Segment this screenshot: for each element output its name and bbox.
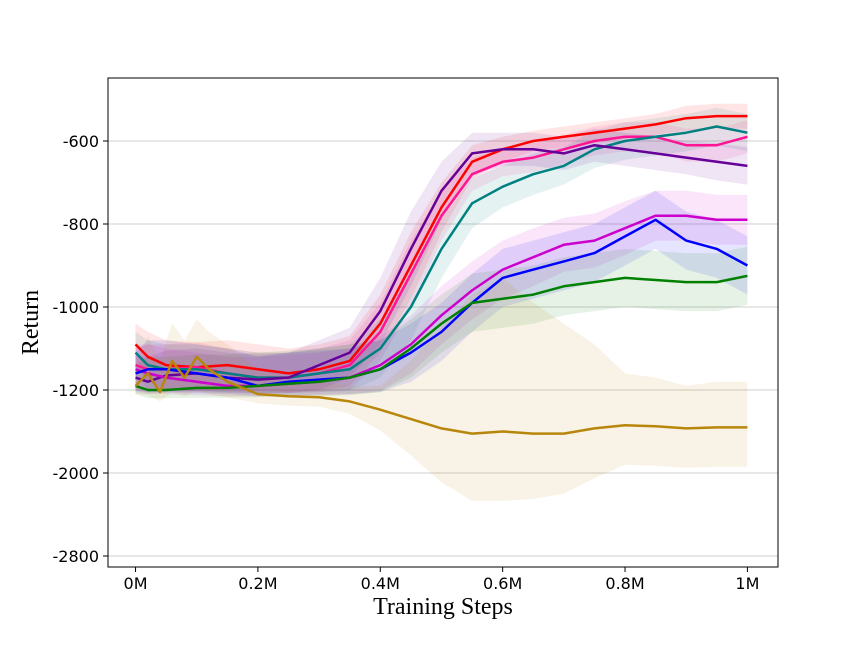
x-tick-label: 0.8M — [605, 574, 644, 593]
y-tick-label: -2800 — [53, 547, 100, 566]
confidence-bands — [135, 103, 748, 501]
y-axis-title: Return — [18, 290, 44, 355]
y-tick-label: -2000 — [53, 464, 100, 483]
x-tick-label: 0.2M — [238, 574, 277, 593]
series-1-line — [134, 114, 748, 375]
x-tick-label: 0.4M — [361, 574, 400, 593]
series-8-band — [135, 277, 748, 501]
x-tick-label: 0.6M — [483, 574, 522, 593]
x-axis-ticks: 0M 0.2M 0.4M 0.6M 0.8M 1M — [124, 567, 759, 593]
series-5-line — [135, 214, 748, 388]
x-tick-label: 0M — [124, 574, 148, 593]
y-tick-label: -1000 — [53, 298, 100, 317]
series-6-band — [135, 190, 748, 397]
series-lines — [134, 114, 748, 435]
y-tick-label: -600 — [63, 132, 99, 151]
series-8-line — [134, 355, 748, 435]
y-tick-label: -800 — [63, 215, 99, 234]
x-axis-title: Training Steps — [373, 594, 513, 620]
series-1-band — [135, 103, 748, 393]
series-7-line — [135, 274, 748, 392]
x-tick-label: 1M — [735, 574, 759, 593]
y-axis-ticks: -600 -800 -1000 -1200 -2000 -2800 — [53, 132, 108, 566]
plot-frame — [107, 77, 779, 568]
series-5-band — [135, 190, 748, 397]
series-6-line — [135, 218, 748, 388]
series-2-band — [135, 120, 748, 394]
y-tick-label: -1200 — [53, 381, 100, 400]
